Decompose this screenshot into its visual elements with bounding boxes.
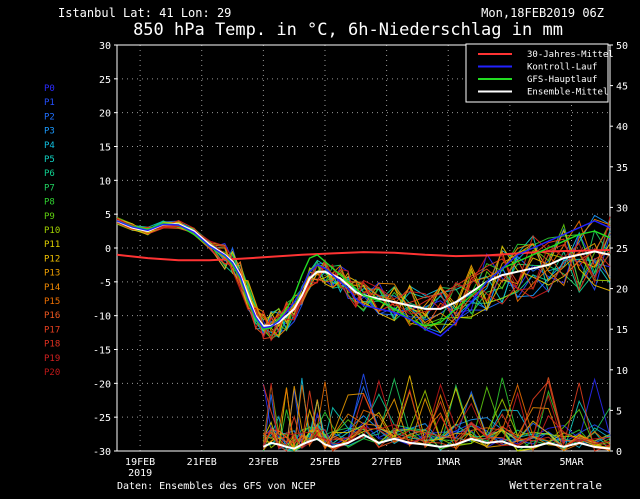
plot-frame <box>116 44 611 452</box>
member-label: P17 <box>44 325 60 335</box>
ensemble-member-line <box>116 219 611 336</box>
x-tick-label: 27FEB <box>372 457 402 468</box>
member-labels: P0 P1 P2 P3 P4 P5 P6 P7 P8 P9 P10 P11 P12 P13 P14 P15 P1… <box>44 84 60 378</box>
ensemble-member-precip <box>263 385 611 452</box>
y-tick-label-left: 15 <box>99 143 111 154</box>
member-label: P2 <box>44 112 55 122</box>
ensemble-member-line <box>116 220 611 332</box>
ensemble-member-line <box>116 217 611 337</box>
member-label: P11 <box>44 240 60 250</box>
x-tick-label: 19FEB <box>125 457 155 468</box>
ensemble-member-precip <box>262 393 611 452</box>
member-label: P13 <box>44 269 60 279</box>
x-tick-label: 1MAR <box>436 457 461 468</box>
x-tick-sublabel: 2019 <box>128 468 152 479</box>
member-label: P14 <box>44 283 60 293</box>
series-line-gfs-hauptlauf <box>116 220 611 330</box>
axes: 302520151050-5-10-15-20-25-3050454035302… <box>93 41 628 479</box>
y-tick-label-left: 25 <box>99 75 111 86</box>
legend-label: Kontroll-Lauf <box>527 63 597 73</box>
legend-label: Ensemble-Mittel <box>527 88 608 98</box>
y-tick-label-left: -15 <box>93 346 111 357</box>
member-label: P18 <box>44 340 60 350</box>
ensemble-member-line <box>116 220 611 340</box>
legend-label: 30-Jahres-Mittel <box>527 50 614 60</box>
y-tick-label-right: 30 <box>616 203 628 214</box>
ensemble-members <box>116 214 611 453</box>
legend-label: GFS-Hauptlauf <box>527 75 597 85</box>
y-tick-label-left: 20 <box>99 109 111 120</box>
x-tick-label: 23FEB <box>248 457 278 468</box>
member-label: P0 <box>44 84 55 94</box>
y-tick-label-right: 40 <box>616 122 628 133</box>
y-tick-label-right: 0 <box>616 447 622 458</box>
y-tick-label-left: -10 <box>93 312 111 323</box>
y-tick-label-right: 5 <box>616 406 622 417</box>
y-tick-label-left: 5 <box>105 210 111 221</box>
member-label: P8 <box>44 198 55 208</box>
member-label: P7 <box>44 183 55 193</box>
y-tick-label-left: 0 <box>105 244 111 255</box>
series-line-niederschlag-ensemble-mittel <box>262 433 611 450</box>
member-label: P16 <box>44 311 60 321</box>
y-tick-label-left: -30 <box>93 447 111 458</box>
ensemble-member-precip <box>262 379 611 452</box>
member-label: P3 <box>44 127 55 137</box>
run-label: Mon,18FEB2019 06Z <box>481 6 604 20</box>
ensemble-member-line <box>116 219 611 336</box>
member-label: P5 <box>44 155 55 165</box>
y-tick-label-right: 45 <box>616 82 628 93</box>
series-line-kontroll-lauf <box>116 220 611 337</box>
x-tick-label: 21FEB <box>187 457 217 468</box>
y-tick-label-right: 20 <box>616 285 628 296</box>
y-tick-label-left: -25 <box>93 413 111 424</box>
ensemble-member-precip <box>262 383 611 450</box>
chart-title: 850 hPa Temp. in °C, 6h-Niederschlag in … <box>133 20 563 40</box>
member-label: P4 <box>44 141 55 151</box>
series-line-30-jahres-mittel <box>116 249 611 262</box>
x-tick-label: 3MAR <box>498 457 523 468</box>
y-tick-label-right: 10 <box>616 366 628 377</box>
footer-brand: Wetterzentrale <box>509 479 602 492</box>
y-tick-label-right: 15 <box>616 325 628 336</box>
ensemble-member-precip <box>262 380 611 452</box>
member-label: P6 <box>44 169 55 179</box>
ensemble-member-line <box>116 219 611 340</box>
member-label: P15 <box>44 297 60 307</box>
y-tick-label-left: -5 <box>99 278 111 289</box>
location-label: Istanbul Lat: 41 Lon: 29 <box>58 6 231 20</box>
member-label: P19 <box>44 354 60 364</box>
member-label: P20 <box>44 368 60 378</box>
y-tick-label-left: -20 <box>93 379 111 390</box>
y-tick-label-right: 25 <box>616 244 628 255</box>
member-label: P9 <box>44 212 55 222</box>
x-tick-label: 25FEB <box>310 457 340 468</box>
y-tick-label-right: 35 <box>616 163 628 174</box>
y-tick-label-left: 10 <box>99 176 111 187</box>
y-tick-label-left: 30 <box>99 41 111 52</box>
ensemble-member-line <box>116 217 611 328</box>
footer-source: Daten: Ensembles des GFS von NCEP <box>117 481 316 492</box>
ensemble-member-line <box>116 216 611 339</box>
legend: 30-Jahres-Mittel Kontroll-Lauf GFS-Hauptla… <box>465 43 614 103</box>
y-tick-label-right: 50 <box>616 41 628 52</box>
member-label: P10 <box>44 226 60 236</box>
chart-series <box>116 219 611 450</box>
x-tick-label: 5MAR <box>559 457 584 468</box>
member-label: P1 <box>44 98 55 108</box>
member-label: P12 <box>44 254 60 264</box>
